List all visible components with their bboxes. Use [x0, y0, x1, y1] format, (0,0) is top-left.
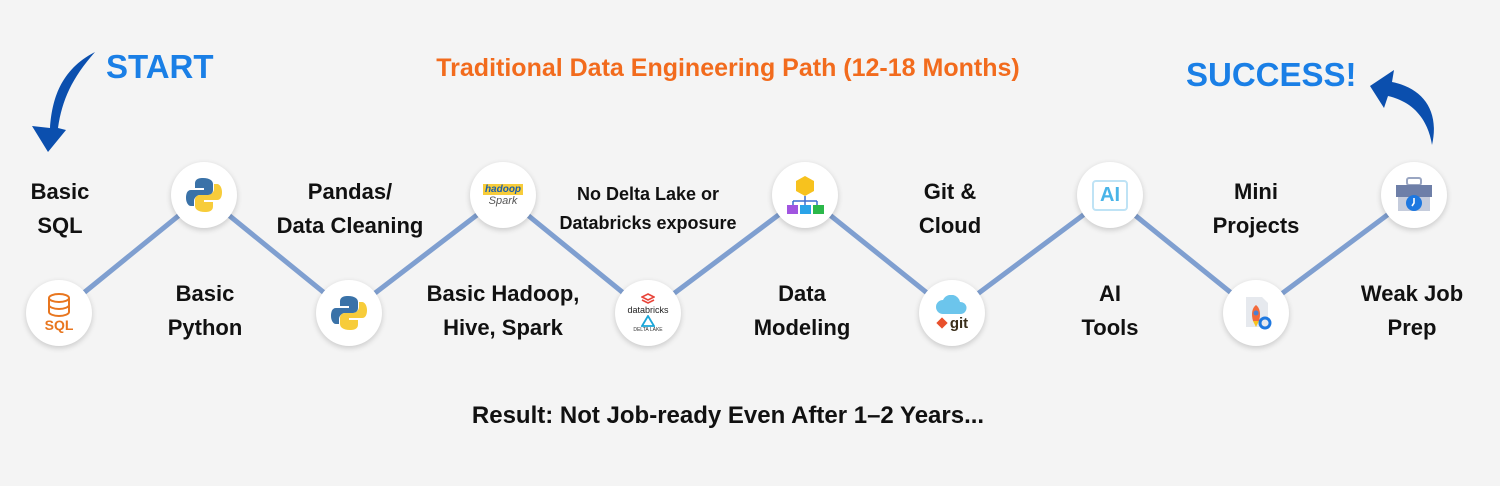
git-logo-icon [936, 317, 948, 329]
step-node-job-prep [1381, 162, 1447, 228]
label-line: Basic Hadoop, [426, 281, 580, 306]
label-line: Python [167, 315, 243, 340]
rocket-document-icon [1246, 297, 1272, 330]
label-line: AI [1099, 281, 1121, 306]
label-line: Data [778, 281, 826, 306]
step-label-ai-tools: AI Tools [1081, 277, 1138, 345]
label-line: Data Cleaning [276, 213, 424, 238]
step-label-mini-projects: Mini Projects [1213, 175, 1300, 243]
git-text: git [949, 314, 969, 332]
label-line: Weak Job [1360, 281, 1464, 306]
diagram-title: Traditional Data Engineering Path (12-18… [436, 54, 1020, 82]
label-line: Basic [175, 281, 235, 306]
step-label-git-cloud: Git & Cloud [919, 175, 981, 243]
step-label-basic-python: Basic Python [168, 277, 243, 345]
step-node-basic-python [171, 162, 237, 228]
start-label: START [106, 48, 214, 85]
label-line: Databricks exposure [559, 213, 737, 233]
cloud-icon [936, 294, 967, 314]
ai-chip-text: AI [1100, 183, 1120, 206]
label-line: No Delta Lake or [576, 184, 720, 204]
briefcase-clock-icon [1396, 177, 1432, 211]
databricks-text: databricks [627, 305, 669, 315]
sql-database-icon [48, 293, 70, 317]
step-node-hadoop: hadoop Spark [470, 162, 536, 228]
step-node-basic-sql: SQL [26, 280, 92, 346]
step-node-data-modeling [772, 162, 838, 228]
step-label-job-prep: Weak Job Prep [1361, 277, 1463, 345]
label-line: Tools [1081, 315, 1139, 340]
delta-lake-text: DELTA LAKE [633, 327, 663, 333]
step-node-databricks: databricks DELTA LAKE [615, 280, 681, 346]
step-label-delta-lake: No Delta Lake or Databricks exposure [559, 180, 736, 238]
step-label-data-modeling: Data Modeling [754, 277, 851, 345]
sql-icon-text: SQL [44, 317, 74, 333]
python-icon [186, 178, 222, 212]
spark-logo-text: Spark [488, 194, 518, 207]
success-label: SUCCESS! [1186, 56, 1357, 93]
step-label-hadoop: Basic Hadoop, Hive, Spark [427, 277, 580, 345]
databricks-icon [641, 293, 655, 304]
result-text: Result: Not Job-ready Even After 1–2 Yea… [471, 402, 985, 429]
success-arrow-icon [1370, 70, 1434, 145]
zigzag-path [57, 191, 1416, 317]
step-node-ai-tools: AI [1077, 162, 1143, 228]
start-arrow-icon [32, 52, 95, 152]
step-label-basic-sql: Basic SQL [31, 175, 90, 243]
label-line: Hive, Spark [443, 315, 563, 340]
step-node-mini-projects [1223, 280, 1289, 346]
hadoop-logo-text: hadoop [482, 183, 524, 195]
label-line: Mini [1233, 179, 1278, 204]
step-node-git-cloud: git [919, 280, 985, 346]
ai-chip-icon: AI [1092, 179, 1128, 211]
label-line: Prep [1387, 315, 1437, 340]
label-line: Git & [923, 179, 977, 204]
delta-lake-icon [641, 315, 655, 327]
label-line: Cloud [918, 213, 982, 238]
label-line: SQL [37, 213, 83, 238]
label-line: Basic [30, 179, 90, 204]
step-label-pandas: Pandas/Data Cleaning [277, 175, 424, 243]
label-line: Pandas/ [307, 179, 393, 204]
step-node-pandas [316, 280, 382, 346]
data-model-icon [787, 176, 824, 214]
label-line: Projects [1212, 213, 1300, 238]
python-icon [331, 296, 367, 330]
label-line: Modeling [753, 315, 851, 340]
